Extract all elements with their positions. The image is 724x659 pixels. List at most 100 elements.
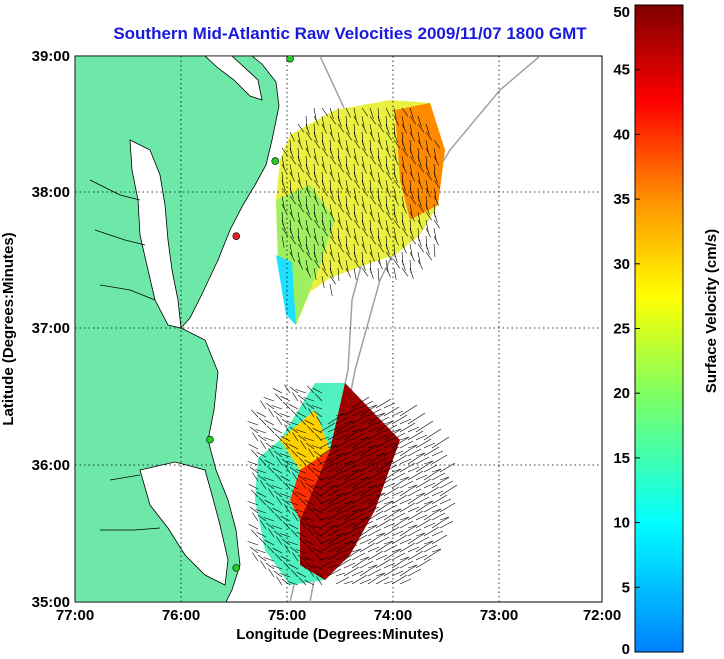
velocity-vector: [375, 412, 386, 417]
velocity-vector: [321, 147, 329, 157]
velocity-vector: [415, 420, 434, 433]
velocity-vector: [279, 493, 291, 498]
velocity-vector: [319, 498, 332, 505]
velocity-vector: [329, 155, 337, 165]
velocity-vector: [351, 534, 368, 545]
velocity-vector: [250, 529, 259, 538]
velocity-vector: [353, 219, 361, 229]
velocity-vector: [375, 500, 394, 513]
velocity-vector: [335, 536, 350, 545]
velocity-vector: [335, 478, 352, 489]
velocity-vector: [351, 574, 368, 585]
velocity-vector: [359, 502, 376, 513]
velocity-vector: [369, 147, 374, 159]
velocity-vector: [375, 420, 394, 433]
velocity-vector: [260, 400, 267, 410]
velocity-vector: [399, 462, 416, 473]
velocity-vector: [258, 457, 267, 466]
velocity-vector: [353, 251, 358, 263]
x-tick-label: 73:00: [480, 607, 518, 624]
velocity-vector: [351, 468, 362, 473]
velocity-vector: [327, 568, 342, 577]
velocity-vector: [351, 450, 364, 457]
velocity-vector: [306, 505, 315, 514]
velocity-vector: [367, 528, 382, 537]
colorbar-label: Surface Velocity (cm/s): [703, 229, 720, 393]
velocity-vector: [351, 512, 366, 521]
velocity-vector: [335, 500, 354, 513]
velocity-vector: [288, 523, 299, 530]
velocity-vector: [369, 227, 374, 239]
velocity-vector: [255, 469, 267, 474]
velocity-vector: [305, 179, 309, 192]
velocity-vector: [289, 466, 299, 474]
velocity-vector: [281, 179, 286, 191]
velocity-vector: [399, 516, 410, 521]
velocity-vector: [290, 489, 299, 498]
velocity-vector: [289, 211, 295, 222]
velocity-vector: [304, 579, 315, 586]
velocity-vector: [423, 548, 442, 561]
velocity-vector: [359, 542, 376, 553]
velocity-vector: [409, 131, 415, 142]
colorbar-tick-label: 40: [613, 126, 630, 143]
velocity-vector: [383, 566, 400, 577]
velocity-vector: [385, 171, 393, 181]
velocity-vector: [319, 440, 334, 449]
velocity-vector: [273, 570, 283, 578]
velocity-vector: [300, 400, 307, 410]
velocity-vector: [423, 540, 434, 545]
velocity-vector: [431, 516, 450, 529]
velocity-vector: [391, 472, 406, 481]
velocity-vector: [281, 147, 289, 157]
velocity-vector: [391, 428, 402, 433]
velocity-vector: [409, 115, 417, 125]
velocity-vector: [345, 187, 351, 198]
velocity-vector: [263, 437, 275, 442]
velocity-vector: [401, 147, 409, 157]
velocity-vector: [423, 544, 438, 553]
velocity-vector: [353, 195, 359, 206]
velocity-vector: [343, 580, 354, 585]
velocity-vector: [284, 544, 291, 554]
velocity-vector: [367, 510, 384, 521]
velocity-vector: [383, 526, 400, 537]
velocity-vector: [263, 557, 275, 562]
velocity-vector: [417, 259, 423, 270]
velocity-vector: [337, 259, 343, 270]
velocity-vector: [329, 203, 333, 216]
velocity-vector: [276, 456, 283, 466]
velocity-vector: [423, 428, 442, 441]
velocity-vector: [391, 556, 410, 569]
velocity-vector: [383, 540, 394, 545]
velocity-vector: [391, 432, 406, 441]
velocity-vector: [393, 235, 399, 246]
velocity-vector: [351, 548, 362, 553]
velocity-vector: [313, 235, 319, 246]
velocity-vector: [321, 267, 329, 277]
velocity-vector: [311, 525, 323, 530]
velocity-vector: [399, 560, 414, 569]
velocity-field-south: [300, 383, 400, 580]
velocity-vector: [369, 107, 374, 119]
velocity-vector: [281, 155, 285, 168]
velocity-vector: [425, 163, 430, 175]
velocity-vector: [313, 115, 319, 126]
velocity-vector: [337, 115, 342, 127]
velocity-vector: [280, 515, 291, 522]
velocity-vector: [345, 139, 349, 152]
velocity-vector: [367, 564, 378, 569]
velocity-vector: [359, 436, 370, 441]
velocity-vector: [367, 572, 386, 585]
velocity-vector: [343, 540, 354, 545]
velocity-vector: [343, 406, 360, 417]
velocity-vector: [399, 458, 412, 465]
velocity-vector: [304, 539, 315, 546]
velocity-vector: [409, 147, 414, 159]
velocity-vector: [256, 451, 267, 458]
velocity-vector: [433, 179, 441, 189]
velocity-vector: [377, 267, 380, 282]
velocity-vector: [304, 499, 315, 506]
velocity-vector: [417, 123, 425, 133]
velocity-vector: [303, 397, 315, 402]
